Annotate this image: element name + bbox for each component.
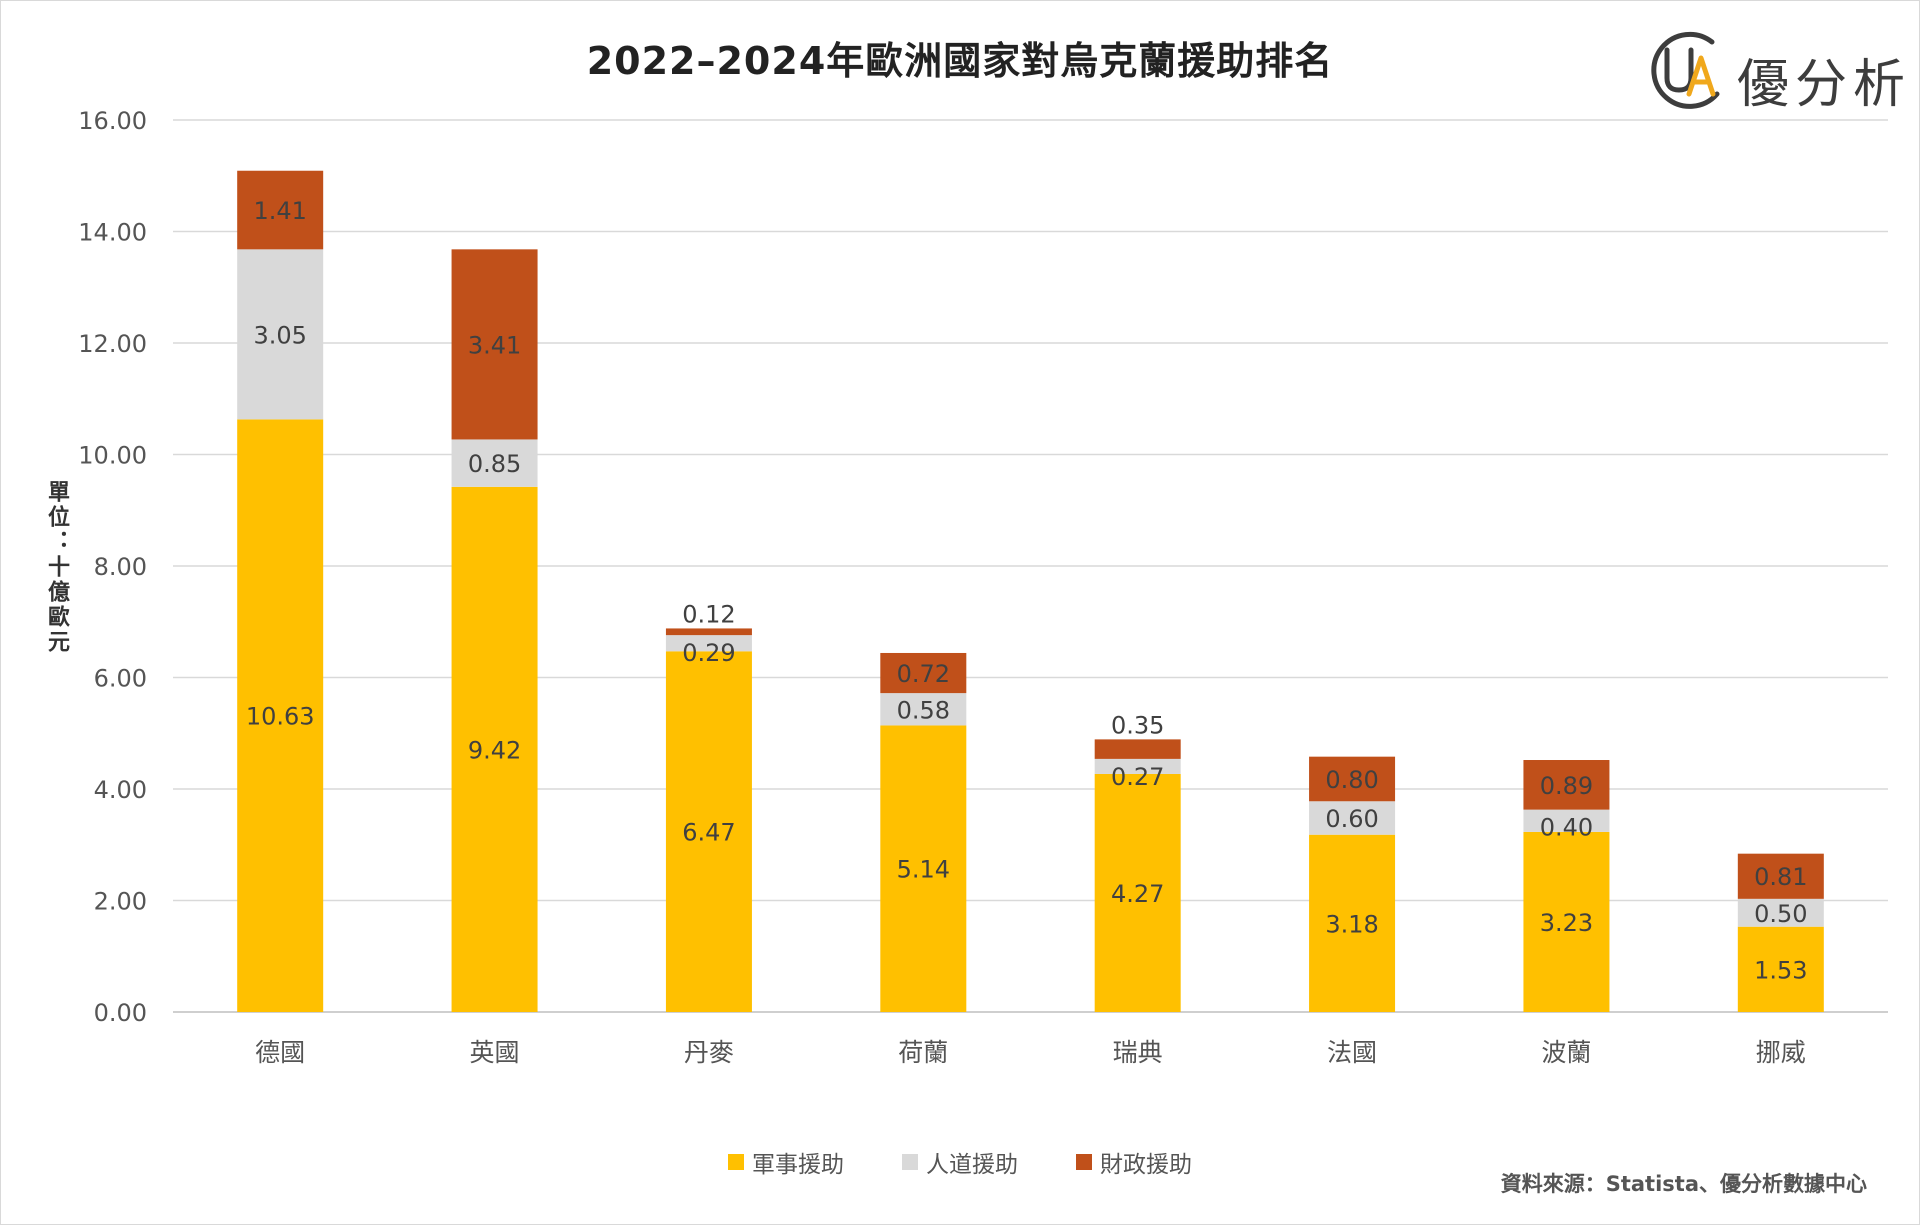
bar-segment (1094, 739, 1181, 759)
y-tick-label: 16.00 (78, 107, 147, 135)
bar-segment (880, 693, 967, 726)
data-label: 4.27 (1111, 880, 1164, 908)
x-tick-label: 丹麥 (684, 1038, 734, 1067)
bar-segment (1523, 760, 1610, 810)
bar-segment (1094, 773, 1181, 1012)
x-tick-label: 荷蘭 (898, 1038, 948, 1067)
data-label: 5.14 (897, 856, 950, 884)
data-label: 3.41 (468, 331, 521, 359)
data-label: 10.63 (246, 703, 315, 731)
x-tick-label: 英國 (470, 1038, 520, 1067)
data-label: 0.85 (468, 450, 521, 478)
data-label: 0.72 (897, 660, 950, 688)
bar-segment (1309, 801, 1396, 835)
bar-segment (1309, 834, 1396, 1012)
y-tick-label: 10.00 (78, 442, 147, 470)
bar-segment (880, 725, 967, 1012)
data-label: 0.35 (1111, 711, 1164, 739)
data-label: 3.23 (1540, 909, 1593, 937)
data-label: 0.58 (897, 696, 950, 724)
bar-segment (451, 486, 538, 1013)
legend-label-humanitarian: 人道援助 (926, 1152, 1018, 1178)
brand-logo: 優分析 (1645, 28, 1905, 118)
bar-segment (451, 439, 538, 487)
data-label: 0.40 (1540, 814, 1593, 842)
data-label: 0.12 (682, 600, 735, 628)
legend-label-military: 軍事援助 (752, 1152, 844, 1178)
y-tick-label: 0.00 (94, 999, 147, 1027)
bar-segment (1737, 926, 1824, 1012)
y-tick-label: 8.00 (94, 553, 147, 581)
data-label: 0.80 (1325, 766, 1378, 794)
y-axis-label: 單位：十億歐元 (44, 480, 69, 655)
bar-segment (1523, 809, 1610, 832)
data-label: 1.53 (1754, 956, 1807, 984)
bar-segment (237, 419, 324, 1012)
x-tick-label: 瑞典 (1113, 1038, 1163, 1067)
data-label: 0.29 (682, 639, 735, 667)
x-tick-label: 法國 (1327, 1038, 1377, 1067)
legend-item-military: 軍事援助 (728, 1145, 844, 1179)
legend-swatch-financial (1076, 1154, 1092, 1170)
legend-swatch-military (728, 1154, 744, 1170)
y-tick-label: 2.00 (94, 888, 147, 916)
bar-segment (237, 170, 324, 250)
data-label: 3.18 (1325, 910, 1378, 938)
data-label: 9.42 (468, 736, 521, 764)
bar-segment (1737, 853, 1824, 899)
legend-item-humanitarian: 人道援助 (902, 1145, 1018, 1179)
legend: 軍事援助 人道援助 財政援助 (0, 1145, 1920, 1179)
data-label: 0.60 (1325, 805, 1378, 833)
ua-logo-icon (1651, 31, 1720, 109)
bar-segment (880, 652, 967, 694)
data-label: 6.47 (682, 819, 735, 847)
data-label: 0.50 (1754, 900, 1807, 928)
legend-swatch-humanitarian (902, 1154, 918, 1170)
data-label: 0.89 (1540, 772, 1593, 800)
y-tick-label: 6.00 (94, 665, 147, 693)
bar-segment (1737, 898, 1824, 927)
data-label: 3.05 (253, 321, 306, 349)
bar-segment (237, 249, 324, 420)
y-tick-label: 12.00 (78, 330, 147, 358)
bar-segment (665, 635, 752, 652)
chart-title: 2022–2024年歐洲國家對烏克蘭援助排名 (586, 39, 1334, 83)
x-tick-label: 波蘭 (1541, 1038, 1591, 1067)
bar-segment (1309, 756, 1396, 802)
data-label: 1.41 (253, 197, 306, 225)
x-tick-label: 挪威 (1756, 1038, 1806, 1067)
source-note: 資料來源：Statista、優分析數據中心 (1500, 1172, 1867, 1196)
bar-segment (451, 249, 538, 440)
bar-segment (1523, 831, 1610, 1012)
logo-text: 優分析 (1737, 55, 1912, 115)
legend-item-financial: 財政援助 (1076, 1145, 1192, 1179)
legend-label-financial: 財政援助 (1100, 1152, 1192, 1178)
x-tick-label: 德國 (255, 1038, 305, 1067)
data-label: 0.27 (1111, 763, 1164, 791)
bar-segment (1094, 758, 1181, 774)
bar-segment (665, 651, 752, 1012)
bar-segment (665, 628, 752, 636)
data-label: 0.81 (1754, 863, 1807, 891)
y-tick-label: 14.00 (78, 219, 147, 247)
y-tick-label: 4.00 (94, 776, 147, 804)
